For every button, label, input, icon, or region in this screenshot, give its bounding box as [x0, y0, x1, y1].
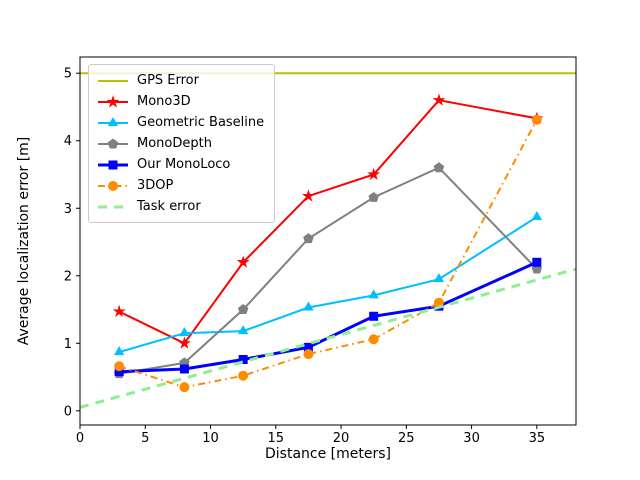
- marker-pentagon: [433, 162, 445, 173]
- legend-label-mono3d: Mono3D: [137, 94, 191, 109]
- marker-circle: [303, 349, 314, 360]
- marker-pentagon: [368, 191, 379, 202]
- y-tick-label: 5: [64, 67, 72, 82]
- marker-circle: [531, 114, 542, 125]
- legend-swatch-gps-error: [98, 79, 128, 82]
- legend-item-task-error: Task error: [97, 196, 264, 217]
- marker-star: [236, 255, 250, 268]
- marker-star: [367, 167, 381, 180]
- y-tick-label: 4: [64, 134, 72, 149]
- plot-border: [79, 56, 577, 426]
- x-tick-label: 20: [333, 431, 350, 446]
- y-tick-label: 2: [64, 269, 72, 284]
- x-tick-label: 25: [398, 431, 415, 446]
- marker-triangle: [113, 346, 125, 356]
- marker-circle: [108, 180, 118, 191]
- legend-swatch-our-monoloco: [98, 160, 128, 169]
- legend-label-monodepth: MonoDepth: [137, 136, 212, 151]
- series-line-our-monoloco: [119, 260, 538, 374]
- marker-circle: [179, 382, 190, 393]
- legend-item-geometric-baseline: Geometric Baseline: [97, 112, 264, 133]
- legend-item-monodepth: MonoDepth: [97, 133, 264, 154]
- marker-square: [108, 160, 118, 169]
- legend: GPS Error Mono3D Geometric Baseline MonoDep…: [88, 64, 276, 223]
- marker-pentagon: [303, 233, 314, 244]
- x-tick-label: 35: [529, 431, 546, 446]
- y-axis-label: Average localization error [m]: [16, 137, 32, 346]
- marker-circle: [238, 370, 249, 381]
- x-tick-label: 0: [76, 431, 84, 446]
- marker-triangle: [179, 327, 190, 337]
- marker-triangle: [237, 325, 249, 335]
- x-tick-label: 30: [463, 431, 480, 446]
- legend-label-task-error: Task error: [137, 199, 201, 214]
- y-tick-label: 1: [64, 337, 72, 352]
- legend-swatch-task-error: [98, 205, 128, 208]
- marker-square: [238, 355, 248, 365]
- marker-star: [432, 93, 446, 106]
- legend-item-3dop: 3DOP: [97, 175, 264, 196]
- marker-triangle: [368, 289, 379, 299]
- marker-pentagon: [107, 138, 119, 148]
- marker-square: [114, 367, 124, 377]
- marker-square: [532, 257, 542, 267]
- marker-triangle: [303, 301, 314, 311]
- x-axis-label: Distance [meters]: [265, 446, 391, 462]
- x-tick-label: 15: [268, 431, 285, 446]
- marker-circle: [114, 361, 125, 372]
- y-tick-label: 0: [64, 404, 72, 419]
- marker-square: [369, 311, 379, 321]
- legend-item-gps-error: GPS Error: [97, 70, 264, 91]
- marker-star: [112, 304, 126, 318]
- marker-square: [303, 342, 313, 352]
- marker-star: [106, 94, 120, 107]
- legend-label-geometric-baseline: Geometric Baseline: [137, 115, 265, 130]
- marker-pentagon: [237, 304, 249, 314]
- marker-circle: [368, 334, 379, 345]
- legend-item-mono3d: Mono3D: [97, 91, 264, 112]
- marker-star: [301, 189, 315, 202]
- legend-label-our-monoloco: Our MonoLoco: [137, 157, 231, 172]
- series-line-task-error: [79, 267, 577, 409]
- y-tick-label: 3: [64, 202, 72, 217]
- legend-swatch-mono3d: [98, 94, 128, 107]
- x-tick-label: 10: [202, 431, 219, 446]
- legend-swatch-3dop: [98, 180, 128, 191]
- marker-square: [179, 364, 189, 374]
- marker-star: [177, 336, 191, 349]
- legend-swatch-monodepth: [98, 138, 128, 148]
- marker-triangle: [107, 116, 119, 126]
- legend-swatch-geometric-baseline: [98, 116, 128, 126]
- legend-label-gps-error: GPS Error: [137, 73, 199, 88]
- marker-triangle: [433, 273, 445, 283]
- legend-label-3dop: 3DOP: [137, 178, 174, 193]
- marker-triangle: [531, 211, 543, 221]
- legend-item-our-monoloco: Our MonoLoco: [97, 154, 264, 175]
- x-tick-label: 5: [141, 431, 149, 446]
